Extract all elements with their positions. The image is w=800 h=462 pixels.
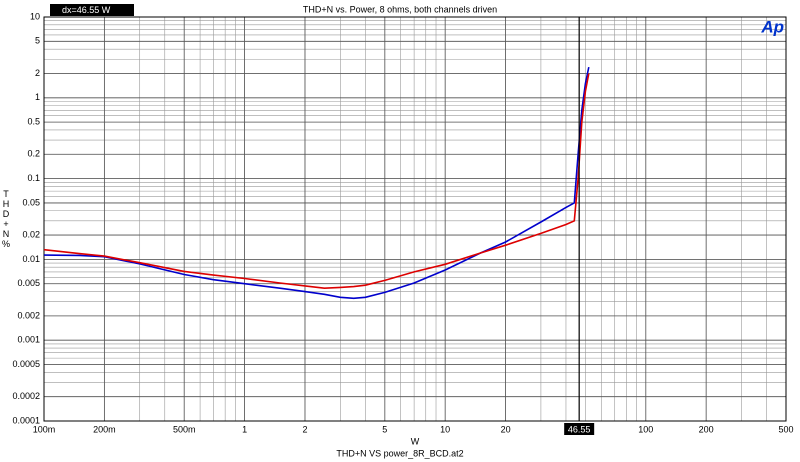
y-tick-label: 0.1 <box>27 173 40 183</box>
x-axis-label: W <box>411 436 420 446</box>
y-tick-label: 0.05 <box>22 197 40 207</box>
y-tick-label: 0.0005 <box>12 359 40 369</box>
y-tick-label: 0.0001 <box>12 415 40 425</box>
y-tick-label: 0.2 <box>27 149 40 159</box>
cursor-label-box <box>564 423 595 435</box>
y-axis-label: T H D + N% <box>2 189 10 249</box>
plot-background <box>44 17 786 421</box>
series-line <box>43 73 590 290</box>
x-tick-label: 1 <box>242 424 247 434</box>
y-tick-label: 10 <box>30 11 40 21</box>
cursor-readout-box <box>50 4 134 16</box>
series-line <box>43 66 590 300</box>
plot-border <box>43 16 787 422</box>
y-tick-label: 2 <box>35 68 40 78</box>
y-tick-label: 0.5 <box>27 116 40 126</box>
x-tick-label: 200 <box>699 424 714 434</box>
y-tick-label: 0.02 <box>22 229 40 239</box>
y-tick-label: 0.01 <box>22 254 40 264</box>
logo: Ap <box>760 17 784 36</box>
y-tick-label: 0.0002 <box>12 391 40 401</box>
x-tick-label: 5 <box>382 424 387 434</box>
footer: THD+N VS power_8R_BCD.at2 <box>336 448 463 458</box>
cursor-readout: dx=46.55 W <box>62 5 111 15</box>
x-tick-label: 2 <box>302 424 307 434</box>
x-tick-label: 10 <box>440 424 450 434</box>
y-tick-label: 0.002 <box>17 310 40 320</box>
x-tick-label: 200m <box>93 424 116 434</box>
x-tick-label: 500m <box>173 424 196 434</box>
y-tick-label: 0.005 <box>17 278 40 288</box>
x-tick-label: 20 <box>501 424 511 434</box>
chart-title: THD+N vs. Power, 8 ohms, both channels d… <box>303 4 497 14</box>
x-tick-label: 100m <box>33 424 56 434</box>
y-tick-label: 0.001 <box>17 335 40 345</box>
x-tick-label: 500 <box>778 424 793 434</box>
cursor-label: 46.55 <box>568 424 591 434</box>
x-tick-label: 100 <box>638 424 653 434</box>
y-tick-label: 1 <box>35 92 40 102</box>
y-tick-label: 5 <box>35 36 40 46</box>
